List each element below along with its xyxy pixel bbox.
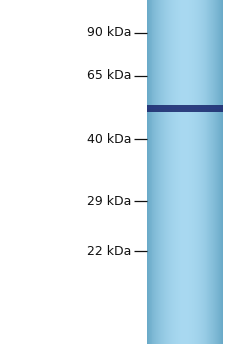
Bar [222, 0, 223, 344]
Bar [150, 0, 151, 344]
Bar [149, 0, 150, 344]
Bar [175, 0, 176, 344]
Bar [153, 0, 155, 344]
Bar [218, 0, 219, 344]
Bar [186, 0, 187, 344]
Bar [185, 0, 186, 344]
Bar [147, 107, 223, 109]
Bar [210, 0, 211, 344]
Bar [204, 0, 205, 344]
Bar [152, 0, 154, 344]
Bar [156, 0, 158, 344]
Bar [176, 0, 178, 344]
Bar [195, 0, 196, 344]
Bar [201, 0, 202, 344]
Bar [183, 0, 185, 344]
Bar [164, 0, 165, 344]
Bar [206, 0, 207, 344]
Bar [184, 0, 185, 344]
Bar [221, 0, 222, 344]
Bar [152, 0, 153, 344]
Bar [179, 0, 181, 344]
Bar [212, 0, 213, 344]
Bar [147, 0, 148, 344]
Bar [205, 0, 206, 344]
Bar [214, 0, 216, 344]
Bar [208, 0, 210, 344]
Bar [180, 0, 182, 344]
Text: 29 kDa: 29 kDa [87, 195, 132, 208]
Bar [191, 0, 192, 344]
Bar [198, 0, 199, 344]
Bar [162, 0, 163, 344]
Bar [215, 0, 216, 344]
Bar [166, 0, 167, 344]
Bar [194, 0, 195, 344]
Bar [200, 0, 201, 344]
Bar [193, 0, 194, 344]
Bar [176, 0, 177, 344]
Bar [178, 0, 179, 344]
Bar [163, 0, 164, 344]
Bar [220, 0, 221, 344]
Bar [197, 0, 198, 344]
Bar [217, 0, 218, 344]
Bar [174, 0, 175, 344]
Text: 90 kDa: 90 kDa [87, 26, 132, 39]
Bar [181, 0, 183, 344]
Bar [219, 0, 220, 344]
Bar [202, 0, 203, 344]
Bar [159, 0, 160, 344]
Bar [161, 0, 162, 344]
Bar [190, 0, 191, 344]
Bar [165, 0, 166, 344]
Bar [189, 0, 190, 344]
Bar [148, 0, 149, 344]
Bar [147, 105, 223, 112]
Bar [167, 0, 168, 344]
Bar [213, 0, 214, 344]
Text: 65 kDa: 65 kDa [87, 69, 132, 82]
Bar [168, 0, 169, 344]
Bar [192, 0, 193, 344]
Bar [157, 0, 158, 344]
Bar [171, 0, 172, 344]
Bar [207, 0, 208, 344]
Bar [158, 0, 159, 344]
Bar [211, 0, 213, 344]
Bar [160, 0, 161, 344]
Bar [207, 0, 209, 344]
Bar [187, 0, 188, 344]
Bar [172, 0, 173, 344]
Bar [173, 0, 174, 344]
Bar [151, 0, 152, 344]
Bar [203, 0, 204, 344]
Text: 40 kDa: 40 kDa [87, 133, 132, 146]
Bar [199, 0, 200, 344]
Bar [210, 0, 212, 344]
Bar [188, 0, 189, 344]
Bar [170, 0, 171, 344]
Bar [196, 0, 197, 344]
Bar [154, 0, 156, 344]
Text: 22 kDa: 22 kDa [87, 245, 132, 258]
Bar [216, 0, 217, 344]
Bar [155, 0, 157, 344]
Bar [182, 0, 184, 344]
Bar [179, 0, 180, 344]
Bar [169, 0, 170, 344]
